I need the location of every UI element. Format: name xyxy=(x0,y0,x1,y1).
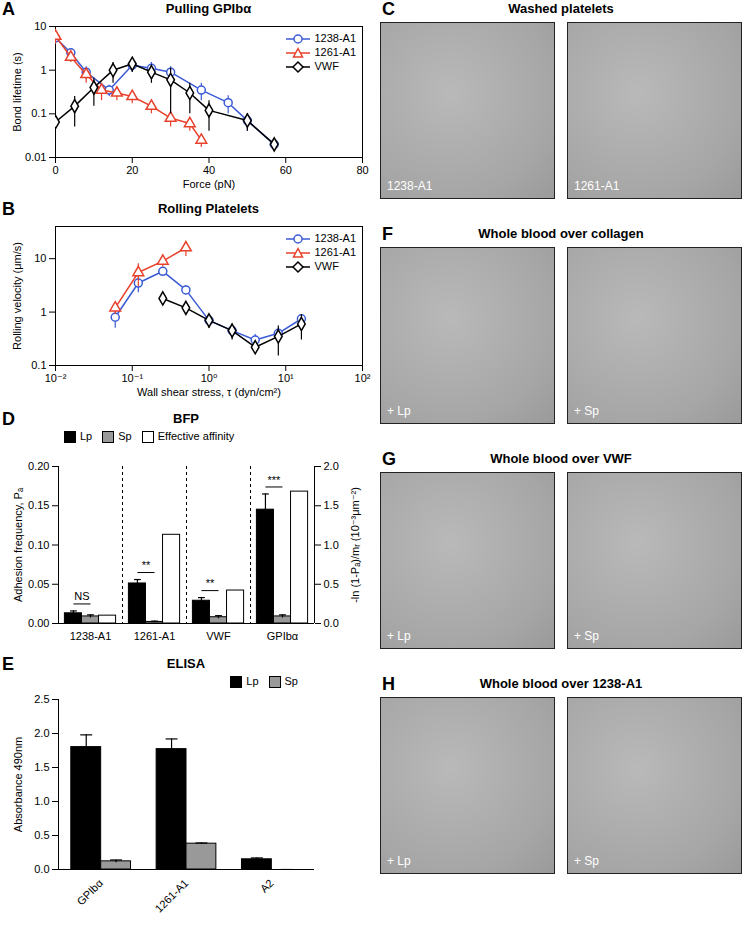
svg-text:60: 60 xyxy=(280,164,292,176)
svg-text:GPIbα: GPIbα xyxy=(74,876,105,907)
svg-text:10¹: 10¹ xyxy=(278,372,294,384)
html-text:Whole blood over VWF: Whole blood over VWF xyxy=(490,451,632,466)
svg-text:A2: A2 xyxy=(258,877,276,895)
svg-text:NS: NS xyxy=(74,590,89,602)
svg-text:GPIbα: GPIbα xyxy=(267,630,299,642)
svg-text:***: *** xyxy=(268,473,282,485)
svg-text:1.0: 1.0 xyxy=(324,539,339,551)
svg-text:-ln (1-Pₐ)/mᵣ (10⁻³μm⁻²): -ln (1-Pₐ)/mᵣ (10⁻³μm⁻²) xyxy=(349,487,361,603)
svg-text:10⁻¹: 10⁻¹ xyxy=(121,372,143,384)
svg-text:10²: 10² xyxy=(355,372,371,384)
svg-text:1: 1 xyxy=(40,306,46,318)
html-text:1261-A1: 1261-A1 xyxy=(314,46,356,59)
svg-text:2.5: 2.5 xyxy=(34,693,49,705)
svg-text:0.01: 0.01 xyxy=(25,151,46,163)
html-text:Lp: Lp xyxy=(80,430,93,442)
svg-text:Rolling velocity (μm/s): Rolling velocity (μm/s) xyxy=(11,242,23,350)
html-text:Effective affinity: Effective affinity xyxy=(157,430,235,442)
html-text:1238-A1: 1238-A1 xyxy=(387,179,433,193)
svg-text:0.1: 0.1 xyxy=(31,107,46,119)
html-text:F: F xyxy=(382,224,393,244)
svg-text:2.0: 2.0 xyxy=(34,727,49,739)
svg-text:0.0: 0.0 xyxy=(34,863,49,875)
html-text:Lp: Lp xyxy=(246,675,259,687)
html-text:+ Lp: + Lp xyxy=(387,629,411,643)
svg-text:1.0: 1.0 xyxy=(34,795,49,807)
svg-text:10⁻²: 10⁻² xyxy=(45,372,67,384)
html-text:+ Sp: + Sp xyxy=(574,404,599,418)
html-text:C: C xyxy=(382,0,395,19)
svg-text:0: 0 xyxy=(52,164,58,176)
svg-text:1.5: 1.5 xyxy=(34,761,49,773)
svg-text:0.1: 0.1 xyxy=(31,359,46,371)
svg-text:0.15: 0.15 xyxy=(28,499,49,511)
html-text:ELISA: ELISA xyxy=(166,656,206,671)
svg-text:VWF: VWF xyxy=(206,630,231,642)
html-text:D: D xyxy=(2,409,15,429)
svg-text:Adhesion frequency, Pₐ: Adhesion frequency, Pₐ xyxy=(12,487,24,602)
svg-text:0.00: 0.00 xyxy=(28,617,49,629)
html-text:Pulling GPIbα: Pulling GPIbα xyxy=(165,1,252,16)
svg-text:Absorbance 490nm: Absorbance 490nm xyxy=(12,737,24,832)
html-text:VWF: VWF xyxy=(314,60,339,73)
svg-text:10: 10 xyxy=(34,252,46,264)
html-text:1261-A1: 1261-A1 xyxy=(574,179,620,193)
svg-text:**: ** xyxy=(206,577,215,589)
svg-text:1261-A1: 1261-A1 xyxy=(134,630,176,642)
svg-text:0.5: 0.5 xyxy=(34,829,49,841)
html-text:A: A xyxy=(2,0,15,19)
svg-text:Force (pN): Force (pN) xyxy=(183,178,236,190)
html-text:B: B xyxy=(2,199,15,219)
html-text:Rolling Platelets: Rolling Platelets xyxy=(157,201,260,216)
svg-text:Wall shear stress, τ (dyn/cm²): Wall shear stress, τ (dyn/cm²) xyxy=(137,386,281,398)
svg-text:40: 40 xyxy=(203,164,215,176)
html-text:BFP: BFP xyxy=(173,411,199,426)
html-text:E: E xyxy=(2,654,14,674)
html-text:H: H xyxy=(382,674,395,694)
svg-text:0.0: 0.0 xyxy=(324,617,339,629)
html-text:1238-A1: 1238-A1 xyxy=(314,232,356,244)
html-text:1261-A1: 1261-A1 xyxy=(314,246,356,259)
html-text:+ Sp: + Sp xyxy=(574,854,599,868)
html-text:Whole blood over 1238-A1: Whole blood over 1238-A1 xyxy=(479,676,643,691)
html-text:Sp: Sp xyxy=(284,675,298,687)
html-text:+ Sp: + Sp xyxy=(574,629,599,643)
svg-text:1.5: 1.5 xyxy=(324,499,339,511)
html-text:Sp: Sp xyxy=(118,430,132,442)
svg-text:0.20: 0.20 xyxy=(28,460,49,472)
svg-text:0.5: 0.5 xyxy=(324,578,339,590)
svg-text:1261-A1: 1261-A1 xyxy=(153,877,191,915)
html-text:1238-A1: 1238-A1 xyxy=(314,32,356,44)
html-text:+ Lp: + Lp xyxy=(387,854,411,868)
svg-text:20: 20 xyxy=(126,164,138,176)
html-text:+ Lp: + Lp xyxy=(387,404,411,418)
svg-text:10: 10 xyxy=(34,20,46,32)
svg-text:0.05: 0.05 xyxy=(28,578,49,590)
svg-text:**: ** xyxy=(142,559,151,571)
html-text:G: G xyxy=(382,449,396,469)
html-text:VWF: VWF xyxy=(314,260,339,273)
svg-text:10⁰: 10⁰ xyxy=(201,372,218,384)
svg-text:1238-A1: 1238-A1 xyxy=(70,630,112,642)
html-text:Washed platelets: Washed platelets xyxy=(508,1,614,16)
svg-text:80: 80 xyxy=(356,164,368,176)
html-text:Whole blood over collagen: Whole blood over collagen xyxy=(478,226,644,241)
svg-text:1: 1 xyxy=(40,64,46,76)
svg-text:Bond lifetime (s): Bond lifetime (s) xyxy=(11,52,23,131)
svg-text:2.0: 2.0 xyxy=(324,460,339,472)
svg-text:0.10: 0.10 xyxy=(28,539,49,551)
